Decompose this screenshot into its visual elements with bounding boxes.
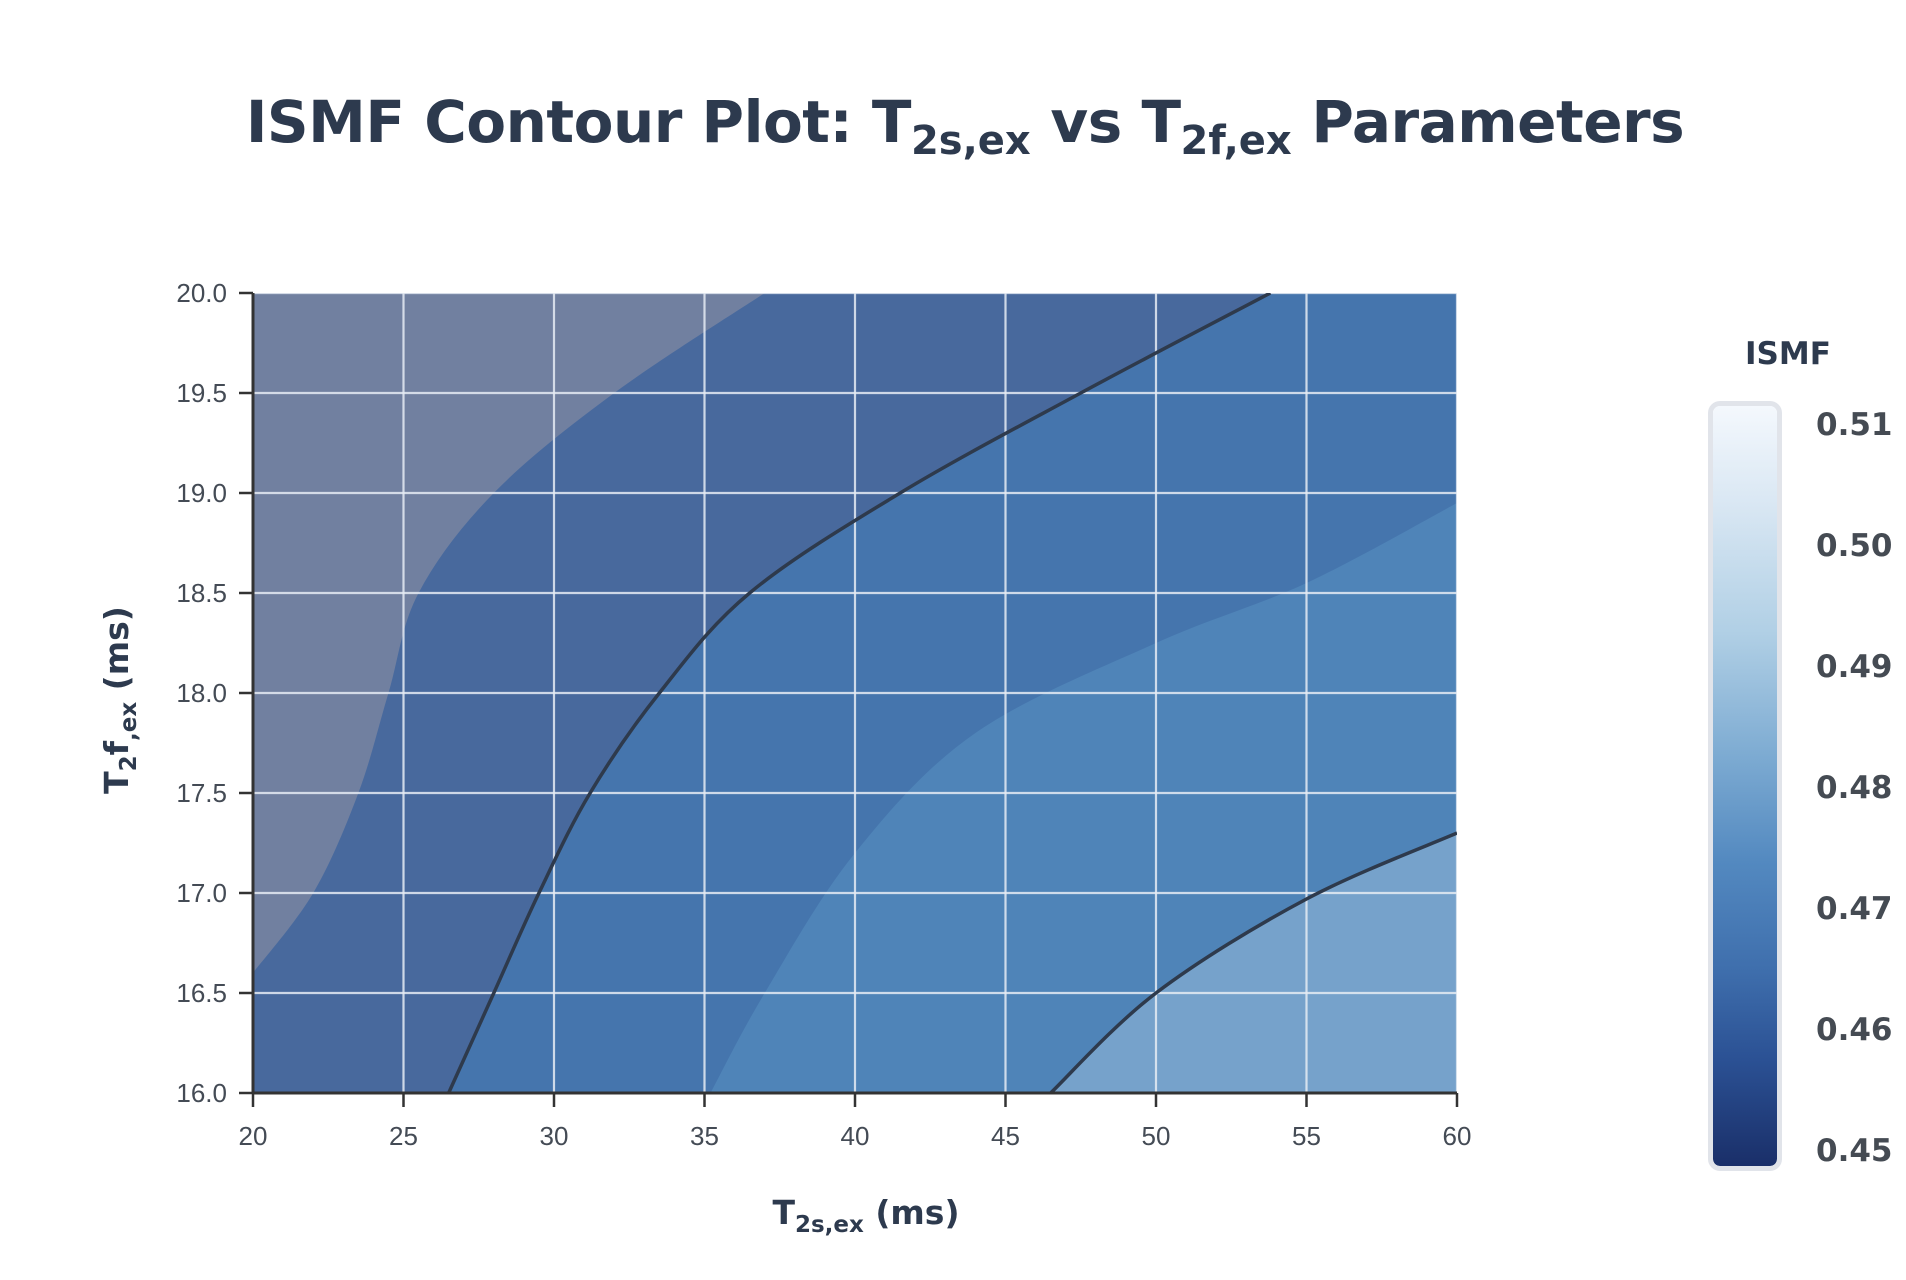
x-tick-label: 40 xyxy=(841,1121,870,1151)
contour-regions xyxy=(253,293,1457,1093)
x-tick-label: 60 xyxy=(1443,1121,1472,1151)
colorbar-tick-label: 0.45 xyxy=(1816,1133,1893,1169)
y-tick-label: 16.5 xyxy=(176,978,227,1008)
y-tick-label: 18.5 xyxy=(176,578,227,608)
x-axis-title: T2s,ex (ms) xyxy=(772,1193,959,1238)
x-axis-ticks: 20 25 30 35 40 45 50 55 60 xyxy=(239,1093,1472,1151)
x-tick-label: 25 xyxy=(389,1121,418,1151)
y-axis-ticks: 16.0 16.5 17.0 17.5 18.0 18.5 19.0 19.5 20.0 xyxy=(176,278,253,1108)
grid-lines xyxy=(253,293,1457,1093)
colorbar xyxy=(1708,401,1782,1171)
x-tick-label: 55 xyxy=(1292,1121,1321,1151)
region-highest xyxy=(1050,833,1457,1093)
contour-line-2 xyxy=(1049,831,1457,1093)
colorbar-tick-label: 0.51 xyxy=(1816,407,1893,443)
colorbar-title: ISMF xyxy=(1745,336,1831,372)
colorbar-gradient xyxy=(1713,406,1777,1166)
x-tick-label: 50 xyxy=(1142,1121,1171,1151)
y-tick-label: 17.0 xyxy=(176,878,227,908)
x-tick-label: 35 xyxy=(690,1121,719,1151)
y-tick-label: 18.0 xyxy=(176,678,227,708)
y-tick-label: 19.0 xyxy=(176,478,227,508)
y-tick-label: 19.5 xyxy=(176,378,227,408)
y-tick-label: 17.5 xyxy=(176,778,227,808)
contour-line-1 xyxy=(447,293,1272,1093)
y-axis-title: T2f,ex (ms) xyxy=(97,606,142,794)
colorbar-tick-label: 0.47 xyxy=(1816,891,1893,927)
x-tick-label: 45 xyxy=(991,1121,1020,1151)
chart-title: ISMF Contour Plot: T2s,ex vs T2f,ex Para… xyxy=(245,88,1685,164)
colorbar-tick-label: 0.50 xyxy=(1816,528,1893,564)
colorbar-tick-label: 0.46 xyxy=(1816,1012,1893,1048)
x-tick-label: 30 xyxy=(540,1121,569,1151)
colorbar-tick-label: 0.49 xyxy=(1816,649,1893,685)
y-tick-label: 16.0 xyxy=(176,1078,227,1108)
x-tick-label: 20 xyxy=(239,1121,268,1151)
y-tick-label: 20.0 xyxy=(176,278,227,308)
colorbar-tick-label: 0.48 xyxy=(1816,770,1893,806)
